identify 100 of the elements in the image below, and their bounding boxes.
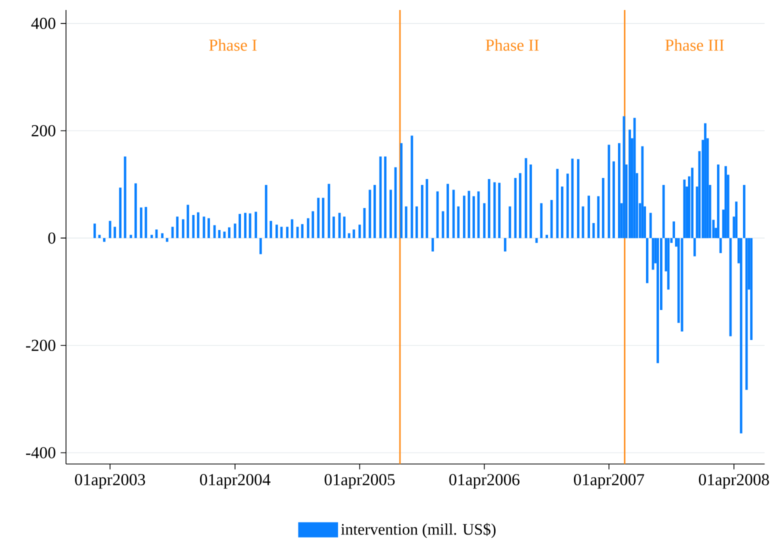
bar bbox=[472, 196, 475, 238]
bar bbox=[508, 206, 512, 238]
bar bbox=[244, 212, 246, 238]
bar bbox=[410, 136, 414, 238]
bar bbox=[301, 224, 304, 238]
bar bbox=[426, 179, 428, 238]
bar bbox=[717, 164, 720, 238]
bar bbox=[514, 178, 517, 238]
bar bbox=[571, 158, 574, 238]
bar bbox=[588, 196, 590, 238]
bar bbox=[740, 238, 742, 434]
bar bbox=[290, 219, 294, 238]
x-tick-label: 01apr2008 bbox=[698, 474, 769, 489]
x-tick-label: 01apr2003 bbox=[75, 474, 146, 489]
bar bbox=[493, 182, 496, 238]
y-tick-label: 0 bbox=[48, 232, 56, 244]
bar bbox=[546, 234, 548, 238]
bar bbox=[317, 198, 320, 238]
bar bbox=[672, 221, 676, 238]
bar bbox=[498, 182, 501, 238]
bar bbox=[192, 214, 195, 238]
bar bbox=[208, 218, 210, 238]
x-tick-label: 01apr2007 bbox=[574, 474, 644, 489]
bar bbox=[556, 168, 559, 238]
bar bbox=[374, 184, 376, 238]
bar bbox=[186, 204, 190, 238]
bar bbox=[306, 218, 310, 238]
bar bbox=[566, 174, 569, 238]
bar bbox=[312, 211, 314, 238]
y-tick-label: 400 bbox=[31, 18, 56, 30]
bar bbox=[530, 164, 532, 238]
bar bbox=[540, 203, 543, 238]
bar bbox=[384, 156, 386, 238]
bar bbox=[457, 206, 460, 238]
bar bbox=[719, 238, 722, 254]
bar bbox=[332, 216, 335, 238]
bar bbox=[134, 183, 137, 238]
bar bbox=[286, 226, 288, 238]
bar bbox=[452, 190, 455, 238]
bar bbox=[691, 168, 694, 238]
bar bbox=[108, 220, 112, 238]
legend-label: intervention (mill. US$) bbox=[341, 523, 496, 538]
bar bbox=[646, 238, 648, 284]
bar bbox=[420, 184, 424, 238]
bar bbox=[656, 238, 659, 364]
bar bbox=[390, 190, 392, 238]
bar bbox=[368, 190, 372, 238]
bar bbox=[724, 166, 727, 238]
y-tick-label: -400 bbox=[26, 447, 56, 458]
bar bbox=[742, 184, 746, 238]
bar bbox=[161, 233, 164, 238]
bar bbox=[504, 238, 506, 252]
annotation: Phase I bbox=[209, 39, 257, 51]
bar bbox=[228, 227, 230, 238]
bar bbox=[649, 212, 652, 238]
bar bbox=[166, 238, 168, 242]
bar bbox=[750, 238, 753, 340]
bar bbox=[176, 216, 179, 238]
bar bbox=[93, 224, 96, 238]
bar bbox=[404, 206, 408, 238]
bar bbox=[612, 161, 615, 238]
bar bbox=[150, 234, 153, 238]
bar bbox=[628, 130, 631, 238]
bar bbox=[358, 224, 361, 238]
bar bbox=[446, 184, 449, 238]
bar bbox=[667, 238, 670, 290]
bar bbox=[270, 220, 272, 238]
bar bbox=[119, 188, 122, 238]
bar bbox=[140, 207, 142, 238]
bar bbox=[182, 219, 184, 238]
bar bbox=[560, 186, 564, 238]
y-tick-label: -200 bbox=[26, 340, 56, 352]
x-tick-label: 01apr2004 bbox=[200, 474, 270, 489]
bar bbox=[641, 146, 644, 238]
bar bbox=[276, 224, 278, 238]
x-tick-label: 01apr2006 bbox=[449, 474, 520, 489]
bar bbox=[259, 238, 262, 254]
bar bbox=[144, 206, 148, 238]
bar bbox=[633, 118, 636, 238]
bar bbox=[254, 212, 258, 238]
bar bbox=[352, 229, 356, 238]
bar bbox=[103, 238, 106, 242]
bar bbox=[488, 179, 490, 238]
bar bbox=[597, 196, 600, 238]
bar bbox=[343, 216, 346, 238]
bar bbox=[618, 143, 620, 238]
bar bbox=[196, 212, 200, 238]
bar bbox=[550, 200, 553, 238]
bar bbox=[592, 223, 595, 238]
bar bbox=[577, 159, 580, 238]
bar bbox=[735, 202, 738, 238]
bar bbox=[416, 206, 418, 238]
bar bbox=[400, 143, 403, 238]
y-tick-label: 200 bbox=[32, 125, 56, 136]
bar bbox=[535, 238, 538, 243]
bar bbox=[432, 238, 434, 252]
bar bbox=[124, 156, 126, 238]
annotation: Phase III bbox=[665, 39, 724, 51]
bar bbox=[348, 233, 350, 238]
annotation: Phase II bbox=[486, 39, 539, 51]
